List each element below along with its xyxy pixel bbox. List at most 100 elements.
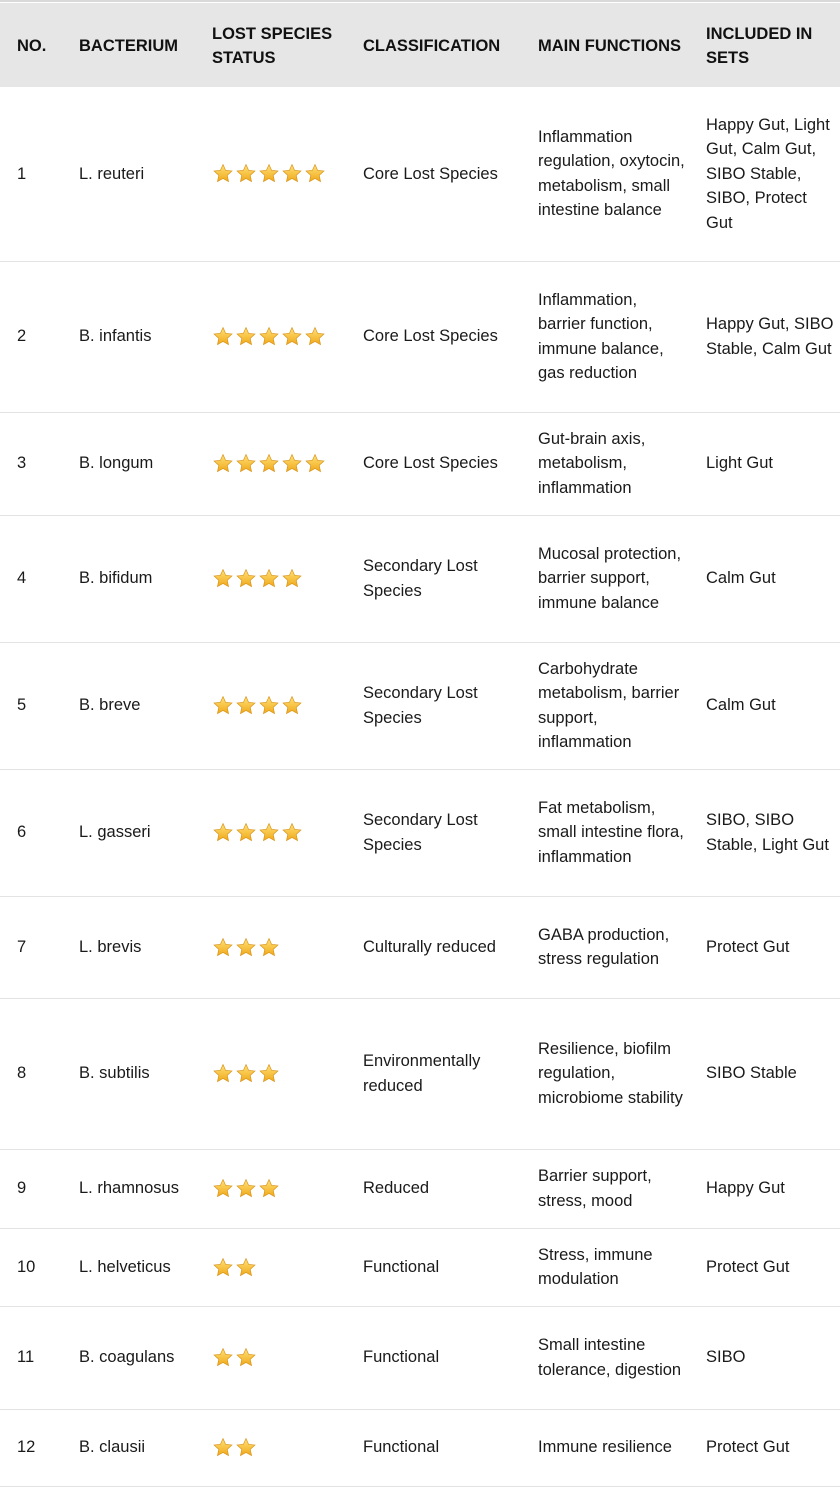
cell-status [195,412,346,516]
cell-classification: Core Lost Species [346,412,521,516]
cell-functions: Mucosal protection, barrier support, imm… [521,515,689,643]
star-icon [213,163,233,183]
cell-no: 4 [0,515,62,643]
star-icon [213,326,233,346]
star-icon [259,163,279,183]
star-icon [236,568,256,588]
cell-status [195,1409,346,1487]
star-icon [259,326,279,346]
star-rating [212,937,342,958]
cell-status [195,896,346,999]
star-icon [236,937,256,956]
cell-bacterium: B. coagulans [62,1306,195,1410]
cell-status [195,769,346,897]
cell-bacterium: L. reuteri [62,87,195,262]
star-icon [236,1347,256,1367]
star-icon [259,568,279,588]
cell-no: 9 [0,1149,62,1229]
cell-classification: Core Lost Species [346,261,521,413]
star-icon [282,453,302,473]
star-icon [213,1437,233,1457]
table-row: 5 B. breve Secondary Lost Species Carboh… [0,642,840,770]
cell-bacterium: B. longum [62,412,195,516]
table-row: 7 L. brevis Culturally reduced GABA prod… [0,896,840,999]
star-icon [213,453,233,473]
cell-no: 10 [0,1228,62,1307]
star-icon [213,695,233,715]
cell-status [195,87,346,262]
cell-sets: SIBO [689,1306,840,1410]
cell-classification: Secondary Lost Species [346,769,521,897]
cell-bacterium: L. brevis [62,896,195,999]
cell-sets: Happy Gut, Light Gut, Calm Gut, SIBO Sta… [689,87,840,262]
table-row: 6 L. gasseri Secondary Lost Species Fat … [0,769,840,897]
cell-bacterium: L. gasseri [62,769,195,897]
cell-functions: Stress, immune modulation [521,1228,689,1307]
cell-status [195,1228,346,1307]
header-status: LOST SPECIES STATUS [195,3,346,87]
star-icon [282,695,302,715]
cell-bacterium: L. rhamnosus [62,1149,195,1229]
header-no: NO. [0,3,62,87]
cell-classification: Core Lost Species [346,87,521,262]
cell-functions: Fat metabolism, small intestine flora, i… [521,769,689,897]
cell-classification: Secondary Lost Species [346,642,521,770]
star-icon [259,1063,279,1083]
star-icon [282,822,302,842]
star-icon [213,1178,233,1198]
table-row: 9 L. rhamnosus Reduced Barrier support, … [0,1149,840,1229]
cell-no: 8 [0,998,62,1150]
star-icon [305,326,325,346]
cell-bacterium: B. clausii [62,1409,195,1487]
cell-status [195,998,346,1150]
star-icon [259,453,279,473]
cell-classification: Reduced [346,1149,521,1229]
cell-functions: GABA production, stress regulation [521,896,689,999]
table-row: 2 B. infantis Core Lost Species Inflamma… [0,261,840,413]
cell-sets: Calm Gut [689,642,840,770]
star-icon [236,326,256,346]
cell-functions: Gut-brain axis, metabolism, inflammation [521,412,689,516]
star-icon [236,1178,256,1198]
star-icon [259,1178,279,1198]
cell-status [195,1306,346,1410]
header-row: NO. BACTERIUM LOST SPECIES STATUS CLASSI… [0,3,840,87]
cell-classification: Culturally reduced [346,896,521,999]
star-rating [212,1257,342,1278]
cell-classification: Functional [346,1306,521,1410]
cell-sets: Protect Gut [689,1409,840,1487]
cell-sets: Calm Gut [689,515,840,643]
table-row: 8 B. subtilis Environmentally reduced Re… [0,998,840,1150]
star-rating [212,1063,342,1084]
star-icon [213,1257,233,1276]
cell-functions: Barrier support, stress, mood [521,1149,689,1229]
star-icon [236,453,256,473]
star-icon [236,695,256,715]
cell-functions: Resilience, biofilm regulation, microbio… [521,998,689,1150]
star-rating [212,326,342,347]
star-icon [213,822,233,842]
star-rating [212,1347,342,1368]
cell-no: 6 [0,769,62,897]
header-bacterium: BACTERIUM [62,3,195,87]
star-rating [212,695,342,716]
star-rating [212,568,342,589]
cell-functions: Small intestine tolerance, digestion [521,1306,689,1410]
star-icon [259,695,279,715]
cell-no: 12 [0,1409,62,1487]
star-icon [236,822,256,842]
cell-no: 2 [0,261,62,413]
star-icon [282,568,302,588]
cell-bacterium: B. bifidum [62,515,195,643]
table-row: 10 L. helveticus Functional Stress, immu… [0,1228,840,1307]
star-icon [213,568,233,588]
bacteria-table: NO. BACTERIUM LOST SPECIES STATUS CLASSI… [0,3,840,1487]
star-icon [282,326,302,346]
cell-bacterium: L. helveticus [62,1228,195,1307]
header-functions: MAIN FUNCTIONS [521,3,689,87]
cell-bacterium: B. infantis [62,261,195,413]
star-icon [305,453,325,473]
cell-sets: SIBO Stable [689,998,840,1150]
cell-no: 3 [0,412,62,516]
cell-no: 5 [0,642,62,770]
